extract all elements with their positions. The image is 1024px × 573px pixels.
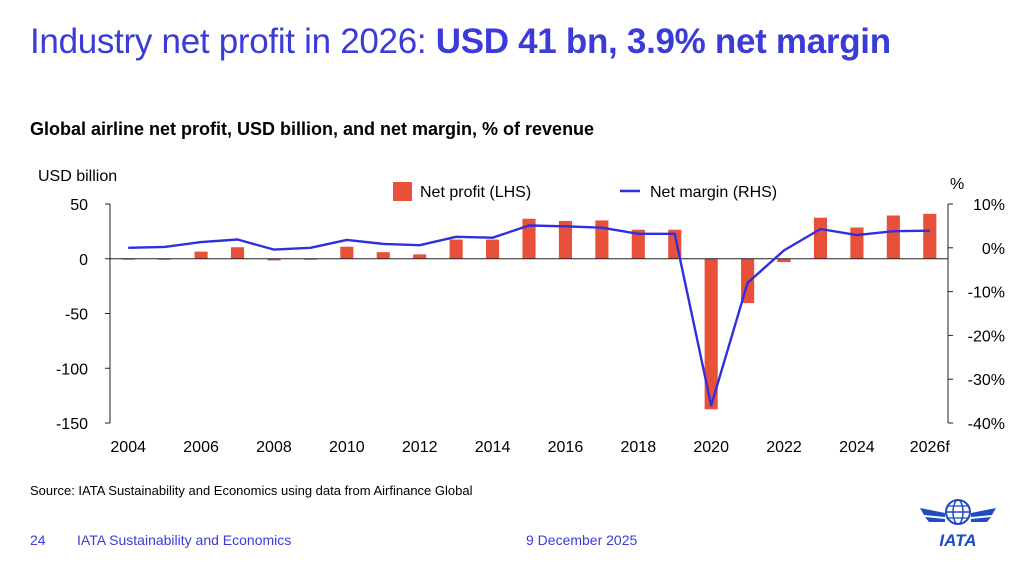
chart-subtitle: Global airline net profit, USD billion, … <box>30 119 595 139</box>
x-tick-label: 2006 <box>183 439 219 456</box>
y-right-tick-label: -20% <box>968 328 1005 345</box>
y-left-tick-label: 50 <box>70 197 88 214</box>
net-profit-bar <box>813 217 828 259</box>
x-tick-label: 2026f <box>910 439 951 456</box>
net-margin-line <box>128 224 930 407</box>
y-right-tick-label: 10% <box>973 197 1005 214</box>
legend-bar-label: Net profit (LHS) <box>420 184 531 201</box>
net-profit-bar <box>376 252 390 259</box>
net-profit-bar <box>777 258 791 263</box>
net-profit-chart: USD billion % 50 0 -50 -100 -150 10% 0% -10% -20% -… <box>38 168 1005 456</box>
x-tick-label: 2010 <box>329 439 365 456</box>
net-profit-bar <box>595 220 609 259</box>
headline-normal: Industry net profit in 2026: <box>30 22 436 61</box>
x-tick-label: 2014 <box>475 439 511 456</box>
y-right-axis-title: % <box>950 176 964 193</box>
net-profit-bar <box>449 239 463 259</box>
net-profit-bar <box>923 213 937 259</box>
net-profit-bar <box>886 215 900 259</box>
x-tick-label: 2018 <box>621 439 657 456</box>
net-profit-bar <box>850 227 864 259</box>
net-profit-bar <box>413 254 427 259</box>
y-left-tick-label: -50 <box>65 307 88 324</box>
net-profit-bar <box>340 246 354 259</box>
x-tick-label: 2020 <box>693 439 729 456</box>
y-right-tick-label: -10% <box>968 285 1005 302</box>
x-tick-label: 2016 <box>548 439 584 456</box>
x-tick-label: 2004 <box>110 439 146 456</box>
x-tick-label: 2008 <box>256 439 292 456</box>
legend-line-label: Net margin (RHS) <box>650 184 777 201</box>
y-left-axis-title: USD billion <box>38 168 117 185</box>
net-profit-bar <box>631 229 645 259</box>
net-profit-bar <box>486 239 500 259</box>
net-profit-bar <box>230 247 245 259</box>
net-profit-bar <box>267 258 281 261</box>
y-left-tick-label: 0 <box>79 252 88 269</box>
net-profit-bar <box>558 220 572 259</box>
headline-bold: USD 41 bn, 3.9% net margin <box>435 22 891 61</box>
y-left-tick-label: -150 <box>56 416 88 433</box>
legend-bar-swatch <box>393 182 412 201</box>
x-tick-label: 2024 <box>839 439 875 456</box>
y-right-tick-label: 0% <box>982 241 1005 258</box>
footer-date: 9 December 2025 <box>526 532 638 548</box>
x-tick-label: 2022 <box>766 439 802 456</box>
iata-logo-text: IATA <box>939 531 976 550</box>
net-profit-bar <box>194 251 208 259</box>
y-right-tick-label: -30% <box>968 372 1005 389</box>
iata-logo: IATA <box>920 499 996 550</box>
net-profit-bar <box>522 218 536 259</box>
y-left-tick-label: -100 <box>56 361 88 378</box>
y-right-tick-label: -40% <box>968 416 1005 433</box>
x-tick-label: 2012 <box>402 439 438 456</box>
net-profit-bar <box>704 258 718 410</box>
source-note: Source: IATA Sustainability and Economic… <box>30 483 473 498</box>
page-headline: Industry net profit in 2026: USD 41 bn, … <box>30 22 891 62</box>
footer-department: IATA Sustainability and Economics <box>77 532 292 548</box>
page-number: 24 <box>30 532 46 548</box>
